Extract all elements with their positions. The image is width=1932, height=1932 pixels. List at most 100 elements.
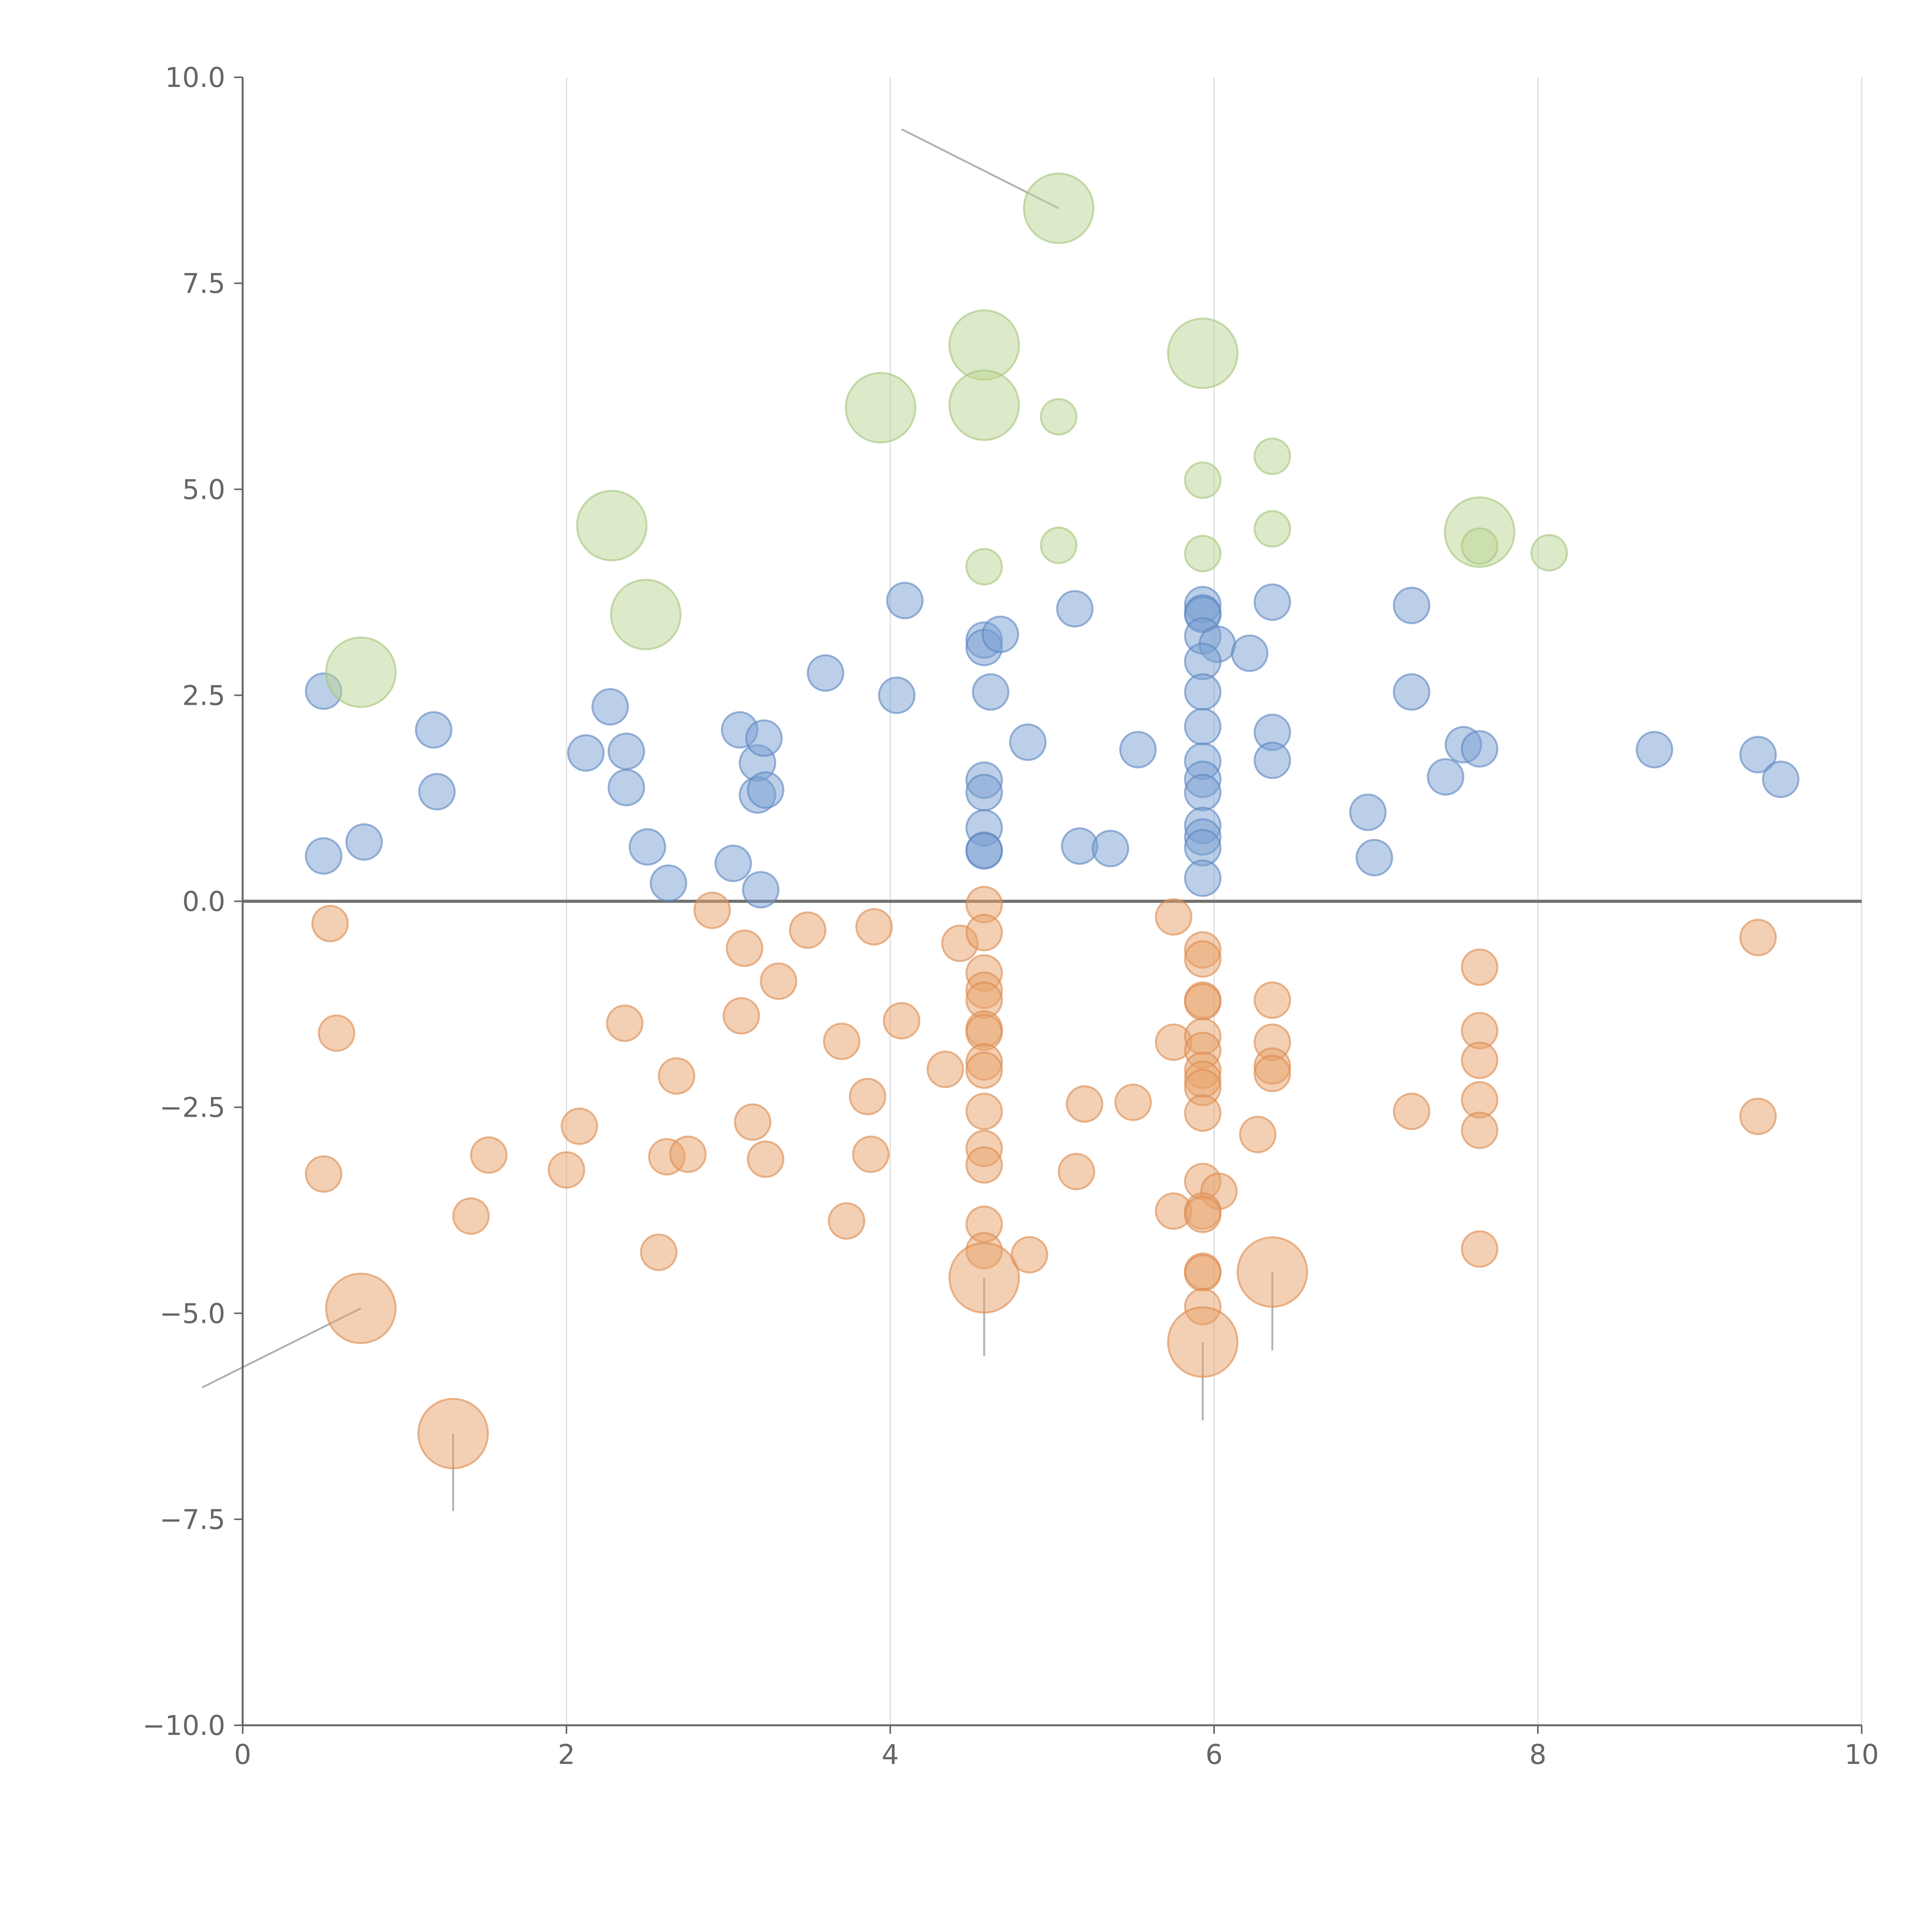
data-point [1184, 774, 1222, 811]
x-tick-label: 2 [558, 1739, 575, 1770]
data-point [470, 1136, 508, 1174]
data-point [742, 871, 780, 909]
data-point [1739, 736, 1777, 774]
data-point [1231, 634, 1269, 672]
data-point [1184, 859, 1222, 897]
data-point [1762, 760, 1799, 798]
data-point [1040, 526, 1078, 564]
data-point [1739, 918, 1777, 956]
data-point [591, 688, 629, 726]
data-point [548, 1151, 585, 1189]
data-point [972, 673, 1010, 711]
data-point [1461, 730, 1498, 768]
data-point [726, 929, 764, 967]
x-ticks: 0 2 4 6 8 10 [234, 1725, 1879, 1770]
data-point [1184, 461, 1222, 499]
data-point [965, 774, 1003, 811]
data-point [1530, 534, 1568, 571]
data-point [1253, 981, 1291, 1019]
x-tick-label: 6 [1206, 1739, 1223, 1770]
data-point [1114, 1083, 1152, 1121]
x-tick-label: 8 [1529, 1739, 1547, 1770]
data-point [1355, 839, 1393, 876]
data-point [1253, 1054, 1291, 1092]
data-point [1236, 1236, 1308, 1308]
data-point [1461, 527, 1498, 565]
data-point [1119, 731, 1157, 769]
y-tick-label: 5.0 [182, 474, 225, 505]
data-point [1167, 317, 1239, 389]
data-point [723, 997, 760, 1035]
data-point [1167, 1306, 1239, 1378]
data-point [567, 734, 605, 772]
x-tick-label: 4 [882, 1739, 899, 1770]
data-point [318, 1014, 355, 1052]
y-tick-label: −2.5 [160, 1092, 225, 1124]
data-point [1253, 583, 1291, 621]
data-point [1253, 742, 1291, 779]
data-point [1349, 793, 1387, 831]
y-tick-label: 0.0 [182, 886, 225, 918]
data-point [852, 1135, 890, 1173]
data-point [305, 837, 342, 875]
data-point [806, 654, 844, 692]
data-point [606, 1004, 644, 1042]
data-point [948, 1242, 1020, 1314]
data-point [965, 1051, 1003, 1089]
x-tick-label: 0 [234, 1739, 252, 1770]
data-point [1184, 535, 1222, 573]
data-point [311, 905, 349, 942]
data-point [965, 914, 1003, 951]
data-point [1155, 898, 1192, 936]
series-high [325, 172, 1568, 708]
data-point [650, 864, 687, 902]
data-point [1636, 731, 1673, 769]
data-point [693, 891, 731, 929]
data-point [1058, 1153, 1095, 1190]
data-point [1010, 1236, 1048, 1274]
y-tick-label: −10.0 [142, 1710, 225, 1742]
data-point [607, 732, 645, 770]
data-point [1184, 940, 1222, 978]
data-point [845, 372, 917, 444]
data-point [981, 616, 1019, 653]
data-point [714, 844, 752, 882]
x-tick-label: 10 [1844, 1739, 1879, 1770]
data-point [607, 769, 645, 806]
data-point [948, 309, 1020, 381]
data-point [855, 908, 893, 946]
data-point [849, 1078, 886, 1116]
data-point [669, 1135, 707, 1173]
data-point [789, 911, 827, 949]
data-point [1393, 673, 1430, 711]
y-tick-label: −7.5 [160, 1504, 225, 1536]
data-point [1393, 587, 1430, 624]
data-point [886, 582, 924, 619]
data-point [734, 1103, 772, 1141]
data-point [745, 719, 783, 757]
data-point [1092, 830, 1129, 867]
data-point [1066, 1085, 1104, 1123]
data-point [1056, 590, 1094, 628]
data-point [965, 1146, 1003, 1184]
data-point [1461, 1041, 1498, 1079]
data-point [965, 832, 1003, 870]
data-point [1461, 948, 1498, 986]
data-point [965, 1092, 1003, 1130]
series-negative [305, 886, 1777, 1469]
data-point [1009, 723, 1047, 761]
series-positive [305, 582, 1799, 909]
data-point [345, 823, 383, 861]
data-point [629, 828, 666, 866]
data-point [415, 711, 452, 749]
data-point [1461, 1230, 1498, 1268]
data-point [747, 1140, 784, 1178]
data-point [452, 1197, 490, 1235]
data-point [418, 773, 456, 811]
data-point [640, 1233, 678, 1271]
data-point [325, 636, 397, 708]
data-point [760, 962, 798, 1000]
data-point [1427, 758, 1464, 796]
data-point [747, 771, 784, 809]
